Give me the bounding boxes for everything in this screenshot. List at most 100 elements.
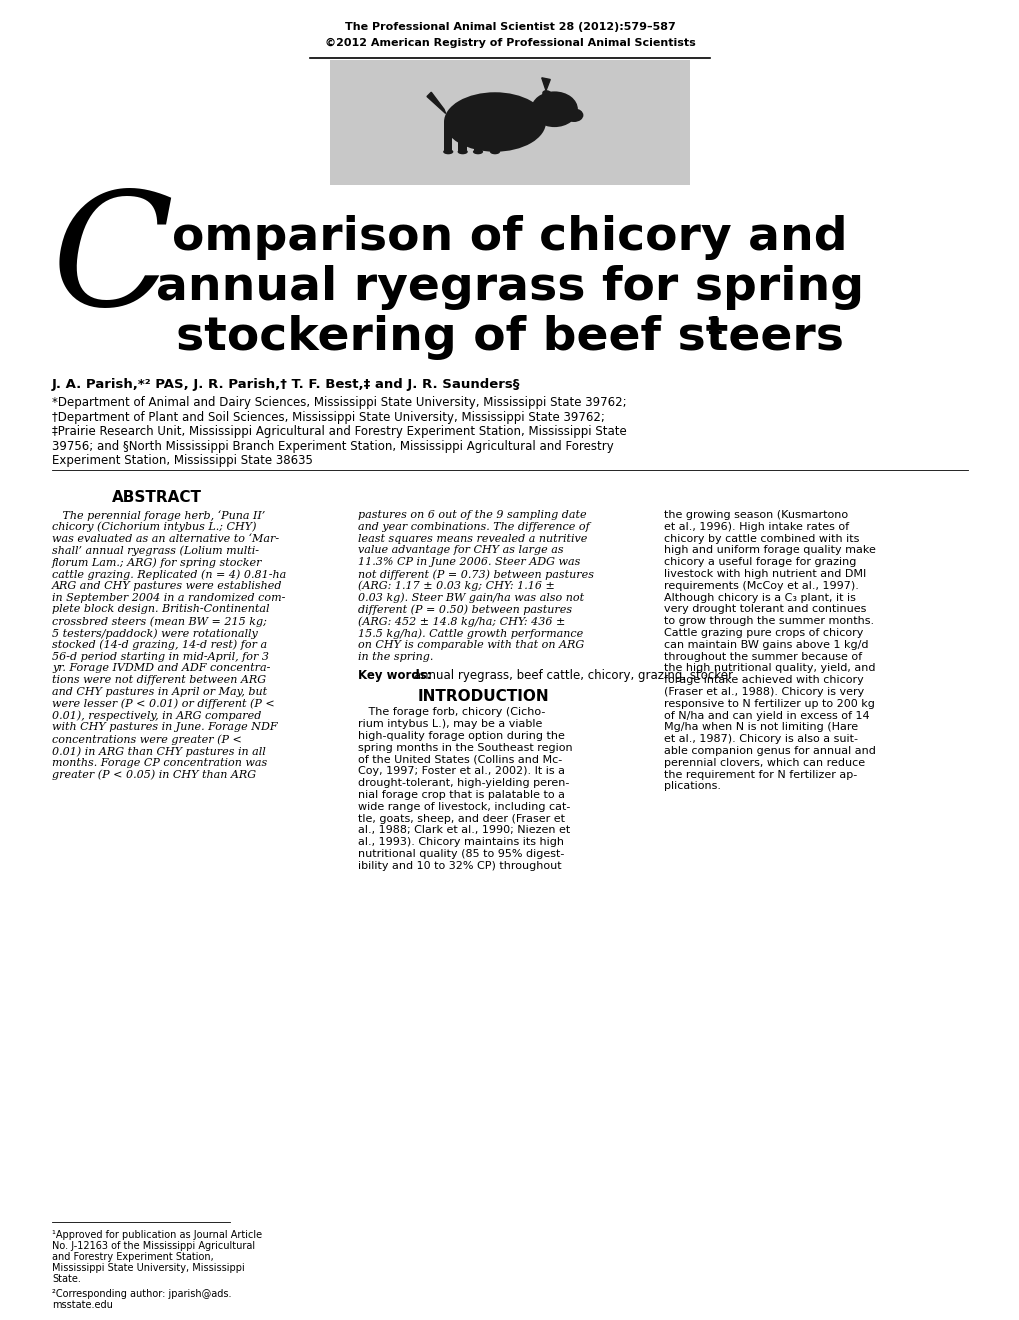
Text: 0.03 kg). Steer BW gain/ha was also not: 0.03 kg). Steer BW gain/ha was also not	[358, 593, 584, 603]
Text: annual ryegrass, beef cattle, chicory, grazing, stocker: annual ryegrass, beef cattle, chicory, g…	[410, 669, 733, 682]
Ellipse shape	[443, 92, 545, 152]
Text: concentrations were greater (P <: concentrations were greater (P <	[52, 734, 242, 744]
Text: chicory by cattle combined with its: chicory by cattle combined with its	[663, 533, 859, 544]
Text: pastures on 6 out of the 9 sampling date: pastures on 6 out of the 9 sampling date	[358, 510, 586, 520]
Text: shall’ annual ryegrass (Lolium multi-: shall’ annual ryegrass (Lolium multi-	[52, 545, 259, 556]
Text: crossbred steers (mean BW = 215 kg;: crossbred steers (mean BW = 215 kg;	[52, 616, 267, 627]
Polygon shape	[541, 78, 549, 91]
Text: Coy, 1997; Foster et al., 2002). It is a: Coy, 1997; Foster et al., 2002). It is a	[358, 767, 565, 776]
Text: value advantage for CHY as large as: value advantage for CHY as large as	[358, 545, 564, 556]
Text: No. J-12163 of the Mississippi Agricultural: No. J-12163 of the Mississippi Agricultu…	[52, 1241, 255, 1251]
Text: 0.01) in ARG than CHY pastures in all: 0.01) in ARG than CHY pastures in all	[52, 746, 266, 756]
Text: annual ryegrass for spring: annual ryegrass for spring	[156, 265, 863, 310]
Text: with CHY pastures in June. Forage NDF: with CHY pastures in June. Forage NDF	[52, 722, 277, 733]
Text: 15.5 kg/ha). Cattle growth performance: 15.5 kg/ha). Cattle growth performance	[358, 628, 583, 639]
Text: (ARG: 452 ± 14.8 kg/ha; CHY: 436 ±: (ARG: 452 ± 14.8 kg/ha; CHY: 436 ±	[358, 616, 565, 627]
Text: (ARG: 1.17 ± 0.03 kg; CHY: 1.16 ±: (ARG: 1.17 ± 0.03 kg; CHY: 1.16 ±	[358, 581, 554, 591]
Text: ©2012 American Registry of Professional Animal Scientists: ©2012 American Registry of Professional …	[324, 38, 695, 48]
Text: ‡Prairie Research Unit, Mississippi Agricultural and Forestry Experiment Station: ‡Prairie Research Unit, Mississippi Agri…	[52, 425, 626, 438]
Text: perennial clovers, which can reduce: perennial clovers, which can reduce	[663, 758, 864, 768]
Text: drought-tolerant, high-yielding peren-: drought-tolerant, high-yielding peren-	[358, 779, 569, 788]
Text: The Professional Animal Scientist 28 (2012):579–587: The Professional Animal Scientist 28 (20…	[344, 22, 675, 32]
Text: and Forestry Experiment Station,: and Forestry Experiment Station,	[52, 1251, 214, 1262]
Text: in September 2004 in a randomized com-: in September 2004 in a randomized com-	[52, 593, 285, 603]
Text: not different (P = 0.73) between pastures: not different (P = 0.73) between pasture…	[358, 569, 593, 579]
Text: stockering of beef steers: stockering of beef steers	[176, 315, 843, 360]
Text: able companion genus for annual and: able companion genus for annual and	[663, 746, 875, 756]
Text: ¹Approved for publication as Journal Article: ¹Approved for publication as Journal Art…	[52, 1230, 262, 1239]
Bar	[490, 121, 498, 152]
Text: responsive to N fertilizer up to 200 kg: responsive to N fertilizer up to 200 kg	[663, 698, 874, 709]
Text: spring months in the Southeast region: spring months in the Southeast region	[358, 743, 572, 752]
Text: Key words:: Key words:	[358, 669, 431, 682]
Text: on CHY is comparable with that on ARG: on CHY is comparable with that on ARG	[358, 640, 584, 649]
Text: cattle grazing. Replicated (n = 4) 0.81-ha: cattle grazing. Replicated (n = 4) 0.81-…	[52, 569, 286, 579]
Ellipse shape	[531, 91, 578, 127]
Text: omparison of chicory and: omparison of chicory and	[172, 215, 847, 260]
Text: very drought tolerant and continues: very drought tolerant and continues	[663, 605, 865, 614]
Text: throughout the summer because of: throughout the summer because of	[663, 652, 861, 661]
Text: Although chicory is a C₃ plant, it is: Although chicory is a C₃ plant, it is	[663, 593, 855, 603]
Bar	[443, 121, 452, 152]
Text: ²Corresponding author: jparish@ads.: ²Corresponding author: jparish@ads.	[52, 1290, 231, 1299]
Text: plete block design. British-Continental: plete block design. British-Continental	[52, 605, 269, 614]
Text: the requirement for N fertilizer ap-: the requirement for N fertilizer ap-	[663, 770, 856, 780]
Text: 5 testers/paddock) were rotationally: 5 testers/paddock) were rotationally	[52, 628, 258, 639]
Text: and CHY pastures in April or May, but: and CHY pastures in April or May, but	[52, 686, 267, 697]
Text: †Department of Plant and Soil Sciences, Mississippi State University, Mississipp: †Department of Plant and Soil Sciences, …	[52, 411, 604, 424]
Text: the high nutritional quality, yield, and: the high nutritional quality, yield, and	[663, 664, 874, 673]
Text: can maintain BW gains above 1 kg/d: can maintain BW gains above 1 kg/d	[663, 640, 867, 649]
Text: tions were not different between ARG: tions were not different between ARG	[52, 676, 266, 685]
Text: tle, goats, sheep, and deer (Fraser et: tle, goats, sheep, and deer (Fraser et	[358, 813, 565, 824]
Text: Mg/ha when N is not limiting (Hare: Mg/ha when N is not limiting (Hare	[663, 722, 857, 733]
Bar	[473, 121, 482, 152]
Text: J. A. Parish,*² PAS, J. R. Parish,† T. F. Best,‡ and J. R. Saunders§: J. A. Parish,*² PAS, J. R. Parish,† T. F…	[52, 378, 520, 391]
Bar	[458, 121, 467, 152]
Text: were lesser (P < 0.01) or different (P <: were lesser (P < 0.01) or different (P <	[52, 698, 274, 709]
Text: the growing season (Kusmartono: the growing season (Kusmartono	[663, 510, 847, 520]
Text: C: C	[52, 185, 174, 339]
Text: nutritional quality (85 to 95% digest-: nutritional quality (85 to 95% digest-	[358, 849, 564, 859]
Text: rium intybus L.), may be a viable: rium intybus L.), may be a viable	[358, 719, 542, 729]
Ellipse shape	[442, 149, 452, 154]
Ellipse shape	[489, 149, 499, 154]
Text: The forage forb, chicory (Cicho-: The forage forb, chicory (Cicho-	[358, 708, 545, 717]
Text: least squares means revealed a nutritive: least squares means revealed a nutritive	[358, 533, 587, 544]
Text: chicory (Cichorium intybus L.; CHY): chicory (Cichorium intybus L.; CHY)	[52, 521, 256, 532]
Text: ABSTRACT: ABSTRACT	[112, 490, 202, 506]
Text: 56-d period starting in mid-April, for 3: 56-d period starting in mid-April, for 3	[52, 652, 269, 661]
Text: INTRODUCTION: INTRODUCTION	[418, 689, 549, 705]
Text: 39756; and §North Mississippi Branch Experiment Station, Mississippi Agricultura: 39756; and §North Mississippi Branch Exp…	[52, 440, 613, 453]
Text: high and uniform forage quality make: high and uniform forage quality make	[663, 545, 875, 556]
Text: of N/ha and can yield in excess of 14: of N/ha and can yield in excess of 14	[663, 710, 869, 721]
Text: Cattle grazing pure crops of chicory: Cattle grazing pure crops of chicory	[663, 628, 862, 638]
Text: 0.01), respectively, in ARG compared: 0.01), respectively, in ARG compared	[52, 710, 261, 721]
Text: of the United States (Collins and Mc-: of the United States (Collins and Mc-	[358, 755, 561, 764]
Text: et al., 1996). High intake rates of: et al., 1996). High intake rates of	[663, 521, 848, 532]
Text: greater (P < 0.05) in CHY than ARG: greater (P < 0.05) in CHY than ARG	[52, 770, 256, 780]
Text: 1: 1	[704, 315, 721, 339]
Text: yr. Forage IVDMD and ADF concentra-: yr. Forage IVDMD and ADF concentra-	[52, 664, 270, 673]
Text: al., 1988; Clark et al., 1990; Niezen et: al., 1988; Clark et al., 1990; Niezen et	[358, 825, 570, 836]
Text: et al., 1987). Chicory is also a suit-: et al., 1987). Chicory is also a suit-	[663, 734, 857, 744]
Text: florum Lam.; ARG) for spring stocker: florum Lam.; ARG) for spring stocker	[52, 557, 262, 568]
Text: ibility and 10 to 32% CP) throughout: ibility and 10 to 32% CP) throughout	[358, 861, 561, 871]
Text: State.: State.	[52, 1274, 81, 1284]
Text: months. Forage CP concentration was: months. Forage CP concentration was	[52, 758, 267, 768]
Text: forage intake achieved with chicory: forage intake achieved with chicory	[663, 676, 863, 685]
Text: al., 1993). Chicory maintains its high: al., 1993). Chicory maintains its high	[358, 837, 564, 847]
Ellipse shape	[458, 149, 468, 154]
Text: chicory a useful forage for grazing: chicory a useful forage for grazing	[663, 557, 856, 568]
Text: different (P = 0.50) between pastures: different (P = 0.50) between pastures	[358, 605, 572, 615]
Text: was evaluated as an alternative to ‘Mar-: was evaluated as an alternative to ‘Mar-	[52, 533, 279, 544]
Text: Mississippi State University, Mississippi: Mississippi State University, Mississipp…	[52, 1263, 245, 1272]
Text: to grow through the summer months.: to grow through the summer months.	[663, 616, 873, 626]
Text: plications.: plications.	[663, 781, 720, 792]
Text: wide range of livestock, including cat-: wide range of livestock, including cat-	[358, 801, 570, 812]
Text: ARG and CHY pastures were established: ARG and CHY pastures were established	[52, 581, 282, 591]
Polygon shape	[427, 92, 445, 114]
Text: livestock with high nutrient and DMI: livestock with high nutrient and DMI	[663, 569, 865, 579]
Text: (Fraser et al., 1988). Chicory is very: (Fraser et al., 1988). Chicory is very	[663, 686, 863, 697]
Ellipse shape	[565, 108, 583, 121]
Ellipse shape	[473, 149, 483, 154]
